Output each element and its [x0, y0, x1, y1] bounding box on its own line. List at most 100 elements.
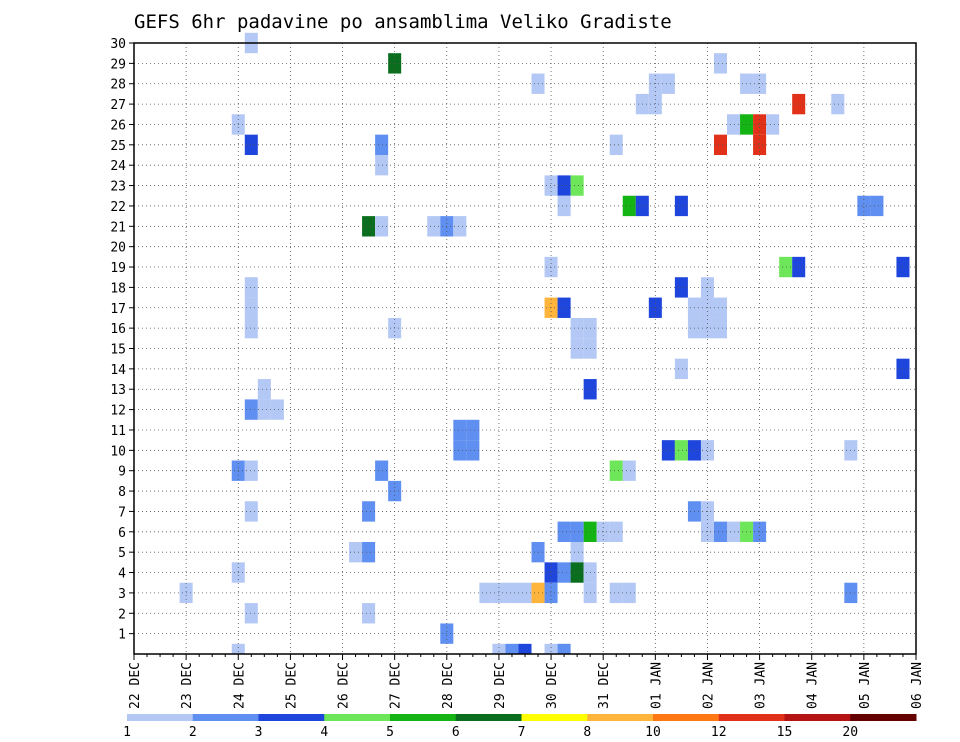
x-tick-label: 02 JAN: [701, 662, 716, 709]
y-tick-label: 4: [118, 567, 126, 582]
legend-label: 8: [583, 725, 591, 740]
x-tick-label: 24 DEC: [232, 662, 247, 709]
legend-label: 10: [645, 725, 661, 740]
heatmap-cell: [453, 440, 467, 461]
heatmap-cell: [244, 297, 258, 318]
heatmap-cell: [831, 93, 845, 115]
legend-label: 12: [711, 725, 727, 740]
heatmap-cell: [557, 643, 571, 654]
heatmap-cell: [674, 440, 688, 461]
heatmap-cell: [257, 399, 271, 420]
heatmap-cell: [570, 562, 584, 583]
y-tick-label: 17: [110, 302, 126, 317]
heatmap-cell: [661, 440, 675, 461]
heatmap-cell: [609, 521, 623, 542]
legend-swatch: [324, 714, 391, 721]
heatmap-cell: [544, 582, 558, 604]
legend-swatch: [718, 714, 785, 721]
y-axis: 1234567891011121314151617181920212223242…: [110, 37, 134, 643]
y-tick-label: 2: [118, 607, 126, 622]
x-tick-label: 25 DEC: [284, 662, 299, 709]
heatmap-cell: [453, 419, 467, 441]
y-tick-label: 24: [110, 159, 126, 174]
heatmap-cell: [244, 134, 258, 156]
x-axis: 22 DEC 23 DEC 24 DEC 25 DEC 26 DEC 27 DEC 28 D…: [128, 654, 925, 709]
y-tick-label: 15: [110, 343, 126, 358]
heatmap-cell: [505, 582, 519, 604]
y-tick-label: 7: [118, 505, 126, 520]
heatmap-cell: [362, 216, 376, 237]
x-tick-label: 06 JAN: [910, 662, 925, 709]
heatmap-cell: [362, 501, 376, 522]
legend-swatch: [850, 714, 917, 721]
heatmap-cell: [244, 460, 258, 481]
heatmap-cell: [375, 155, 389, 176]
heatmap-cell: [713, 297, 728, 318]
heatmap-cell: [427, 216, 441, 237]
y-tick-label: 11: [110, 424, 126, 439]
heatmap-cell: [505, 643, 519, 654]
y-tick-label: 25: [110, 139, 126, 154]
y-tick-label: 10: [110, 444, 126, 459]
x-tick-label: 31 DEC: [597, 662, 612, 709]
heatmap-cell: [570, 338, 584, 359]
heatmap-cell: [244, 603, 258, 624]
heatmap-cell: [857, 195, 871, 217]
heatmap-cell: [375, 216, 389, 237]
y-tick-label: 5: [118, 546, 126, 561]
heatmap-cell: [648, 93, 662, 115]
y-tick-label: 18: [110, 281, 126, 296]
cells-layer: [179, 32, 910, 654]
y-tick-label: 27: [110, 98, 126, 113]
y-tick-label: 16: [110, 322, 126, 337]
x-tick-label: 05 JAN: [858, 662, 873, 709]
y-tick-label: 23: [110, 180, 126, 195]
heatmap-cell: [570, 317, 584, 339]
x-tick-label: 30 DEC: [545, 662, 560, 709]
heatmap-cell: [231, 643, 245, 654]
heatmap-cell: [257, 379, 271, 400]
x-tick-label: 23 DEC: [180, 662, 195, 709]
y-tick-label: 8: [118, 485, 126, 500]
legend-label: 7: [518, 725, 526, 740]
heatmap-cell: [557, 562, 571, 583]
legend-swatch: [784, 714, 851, 721]
y-tick-label: 9: [118, 465, 126, 480]
heatmap-cell: [466, 440, 480, 461]
heatmap-cell: [518, 643, 532, 654]
x-tick-label: 22 DEC: [128, 662, 143, 709]
heatmap-cell: [700, 440, 714, 461]
chart-title: GEFS 6hr padavine po ansamblima Veliko G…: [134, 11, 672, 33]
legend-label: 15: [777, 725, 793, 740]
heatmap-cell: [570, 541, 584, 563]
y-tick-label: 30: [110, 37, 126, 52]
legend-label: 1: [123, 725, 131, 740]
x-tick-label: 01 JAN: [649, 662, 664, 709]
heatmap-cell: [544, 175, 558, 196]
heatmap-cell: [753, 134, 767, 156]
heatmap-cell: [779, 256, 793, 278]
heatmap-cell: [492, 643, 506, 654]
heatmap-cell: [609, 582, 623, 604]
legend-swatch: [587, 714, 654, 721]
heatmap-cell: [674, 277, 688, 298]
heatmap-cell: [622, 195, 636, 217]
heatmap-cell: [544, 643, 558, 654]
heatmap-cell: [270, 399, 284, 420]
legend-label: 5: [386, 725, 394, 740]
heatmap-cell: [570, 521, 584, 542]
y-tick-label: 28: [110, 78, 126, 93]
heatmap-cell: [713, 53, 728, 74]
legend-swatch: [258, 714, 325, 721]
heatmap-cell: [622, 460, 636, 481]
y-tick-label: 1: [118, 628, 126, 643]
legend-label: 3: [255, 725, 263, 740]
legend-label: 6: [452, 725, 460, 740]
x-tick-label: 28 DEC: [441, 662, 456, 709]
heatmap-cell: [713, 134, 728, 156]
heatmap-cell: [674, 358, 688, 380]
heatmap-cell: [727, 114, 741, 135]
legend-swatch: [390, 714, 457, 721]
x-tick-label: 27 DEC: [389, 662, 404, 709]
